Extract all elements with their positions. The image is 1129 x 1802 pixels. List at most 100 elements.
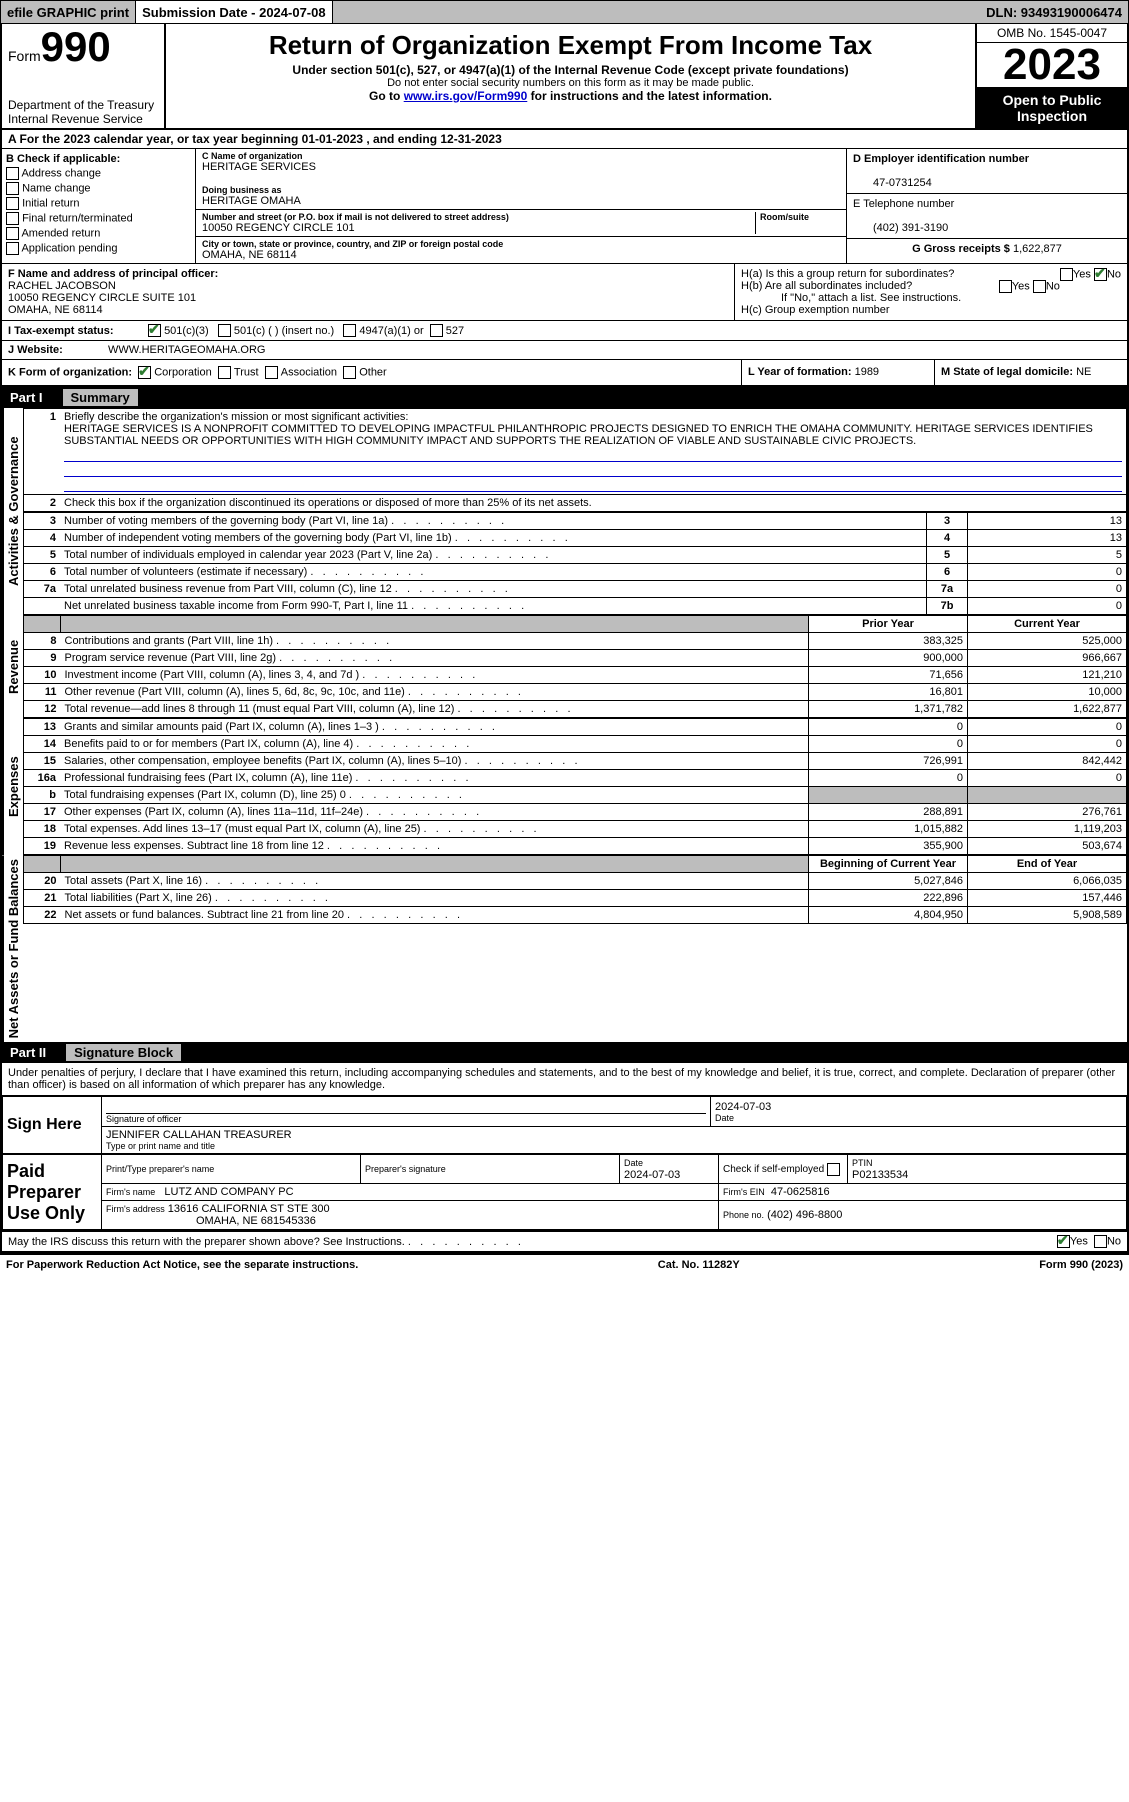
prep-name-label: Print/Type preparer's name [102,1155,361,1184]
irs-link[interactable]: www.irs.gov/Form990 [404,89,528,103]
city-label: City or town, state or province, country… [202,239,840,249]
part1-title: Summary [63,389,138,406]
discuss-yes[interactable] [1057,1235,1070,1248]
cb-corp[interactable] [138,366,151,379]
header-left: Form990 Department of the Treasury Inter… [2,24,166,128]
ein: 47-0731254 [853,177,932,189]
gross-val: 1,622,877 [1013,243,1062,255]
col-c-org: C Name of organization HERITAGE SERVICES… [196,149,847,263]
form-org-label: K Form of organization: [8,366,132,378]
cb-amended[interactable] [6,227,19,240]
form-body: Form990 Department of the Treasury Inter… [0,24,1129,1255]
efile-label: efile GRAPHIC print [1,1,136,23]
cb-final-return[interactable] [6,212,19,225]
footer-right: Form 990 (2023) [1039,1259,1123,1271]
officer-name: RACHEL JACOBSON [8,280,116,292]
tax-year: 2023 [977,43,1127,88]
sig-name-label: Type or print name and title [106,1141,1122,1151]
gross-label: G Gross receipts $ [912,243,1010,255]
footer-left: For Paperwork Reduction Act Notice, see … [6,1259,358,1271]
discuss-no[interactable] [1094,1235,1107,1248]
hb-label: H(b) Are all subordinates included? [741,280,912,292]
q2: Check this box if the organization disco… [64,497,592,509]
expenses-block: Expenses 13Grants and similar amounts pa… [2,718,1127,855]
addr-label: Number and street (or P.O. box if mail i… [202,212,755,222]
cb-assoc[interactable] [265,366,278,379]
cb-trust[interactable] [218,366,231,379]
part2-num: Part II [10,1045,46,1060]
q1: Briefly describe the organization's miss… [64,411,408,423]
vlabel-governance: Activities & Governance [2,408,23,615]
officer-label: F Name and address of principal officer: [8,268,218,280]
signature-block: Sign Here Signature of officer 2024-07-0… [2,1096,1127,1232]
part1-header: Part I Summary [2,387,1127,408]
col-b-checkboxes: B Check if applicable: Address change Na… [2,149,196,263]
hb-no[interactable] [1033,280,1046,293]
dba-label: Doing business as [202,185,840,195]
dln: DLN: 93493190006474 [980,5,1128,20]
room-label: Room/suite [760,212,840,222]
mission: HERITAGE SERVICES IS A NONPROFIT COMMITT… [64,423,1093,447]
governance-table: 3Number of voting members of the governi… [23,512,1127,615]
website-val: WWW.HERITAGEOMAHA.ORG [108,344,265,356]
tax-status-label: I Tax-exempt status: [8,325,148,337]
form-header: Form990 Department of the Treasury Inter… [2,24,1127,130]
revenue-block: Revenue Prior YearCurrent Year8Contribut… [2,615,1127,718]
discuss-label: May the IRS discuss this return with the… [8,1236,405,1248]
officer-addr2: OMAHA, NE 68114 [8,304,103,316]
goto-post: for instructions and the latest informat… [527,89,772,103]
sig-officer-name: JENNIFER CALLAHAN TREASURER [106,1129,1122,1141]
row-i: I Tax-exempt status: 501(c)(3) 501(c) ( … [2,321,1127,341]
form-word: Form [8,48,41,64]
part2-header: Part II Signature Block [2,1042,1127,1063]
phone: (402) 391-3190 [853,222,948,234]
vlabel-netassets: Net Assets or Fund Balances [2,855,23,1042]
cb-app-pending[interactable] [6,242,19,255]
part1-num: Part I [10,390,43,405]
org-name: HERITAGE SERVICES [202,161,840,173]
cb-501c3[interactable] [148,324,161,337]
cb-address-change[interactable] [6,167,19,180]
dept-treasury: Department of the Treasury Internal Reve… [8,98,158,126]
col-de: D Employer identification number 47-0731… [847,149,1127,263]
sig-date: 2024-07-03 [715,1101,1122,1113]
hb-yes[interactable] [999,280,1012,293]
section-fh: F Name and address of principal officer:… [2,264,1127,321]
ha-no[interactable] [1094,268,1107,281]
cb-527[interactable] [430,324,443,337]
goto-pre: Go to [369,89,404,103]
prep-sig-label: Preparer's signature [361,1155,620,1184]
row-j: J Website: WWW.HERITAGEOMAHA.ORG [2,341,1127,360]
paid-preparer: Paid Preparer Use Only [3,1155,102,1230]
netassets-table: Beginning of Current YearEnd of Year20To… [23,855,1127,924]
cb-501c[interactable] [218,324,231,337]
cb-4947[interactable] [343,324,356,337]
form-title: Return of Organization Exempt From Incom… [174,30,967,61]
ha-yes[interactable] [1060,268,1073,281]
domicile: NE [1076,366,1091,378]
hc-label: H(c) Group exemption number [741,304,1121,316]
sig-officer-label: Signature of officer [106,1114,706,1124]
row-a-taxyear: A For the 2023 calendar year, or tax yea… [2,130,1127,149]
officer-addr1: 10050 REGENCY CIRCLE SUITE 101 [8,292,196,304]
row-klm: K Form of organization: Corporation Trus… [2,360,1127,387]
header-mid: Return of Organization Exempt From Incom… [166,24,975,128]
ha-label: H(a) Is this a group return for subordin… [741,268,954,280]
submission-date: Submission Date - 2024-07-08 [136,1,333,23]
footer-mid: Cat. No. 11282Y [658,1259,740,1271]
header-right: OMB No. 1545-0047 2023 Open to Public In… [975,24,1127,128]
cb-name-change[interactable] [6,182,19,195]
efile-topbar: efile GRAPHIC print Submission Date - 20… [0,0,1129,24]
form-number: 990 [41,23,111,70]
vlabel-revenue: Revenue [2,615,23,718]
domicile-label: M State of legal domicile: [941,366,1073,378]
dba: HERITAGE OMAHA [202,195,840,207]
governance-block: Activities & Governance 1 Briefly descri… [2,408,1127,615]
sig-date-label: Date [715,1113,1122,1123]
addr: 10050 REGENCY CIRCLE 101 [202,222,755,234]
cb-self-employed[interactable] [827,1163,840,1176]
cb-initial-return[interactable] [6,197,19,210]
netassets-block: Net Assets or Fund Balances Beginning of… [2,855,1127,1042]
perjury-text: Under penalties of perjury, I declare th… [2,1063,1127,1096]
cb-other[interactable] [343,366,356,379]
